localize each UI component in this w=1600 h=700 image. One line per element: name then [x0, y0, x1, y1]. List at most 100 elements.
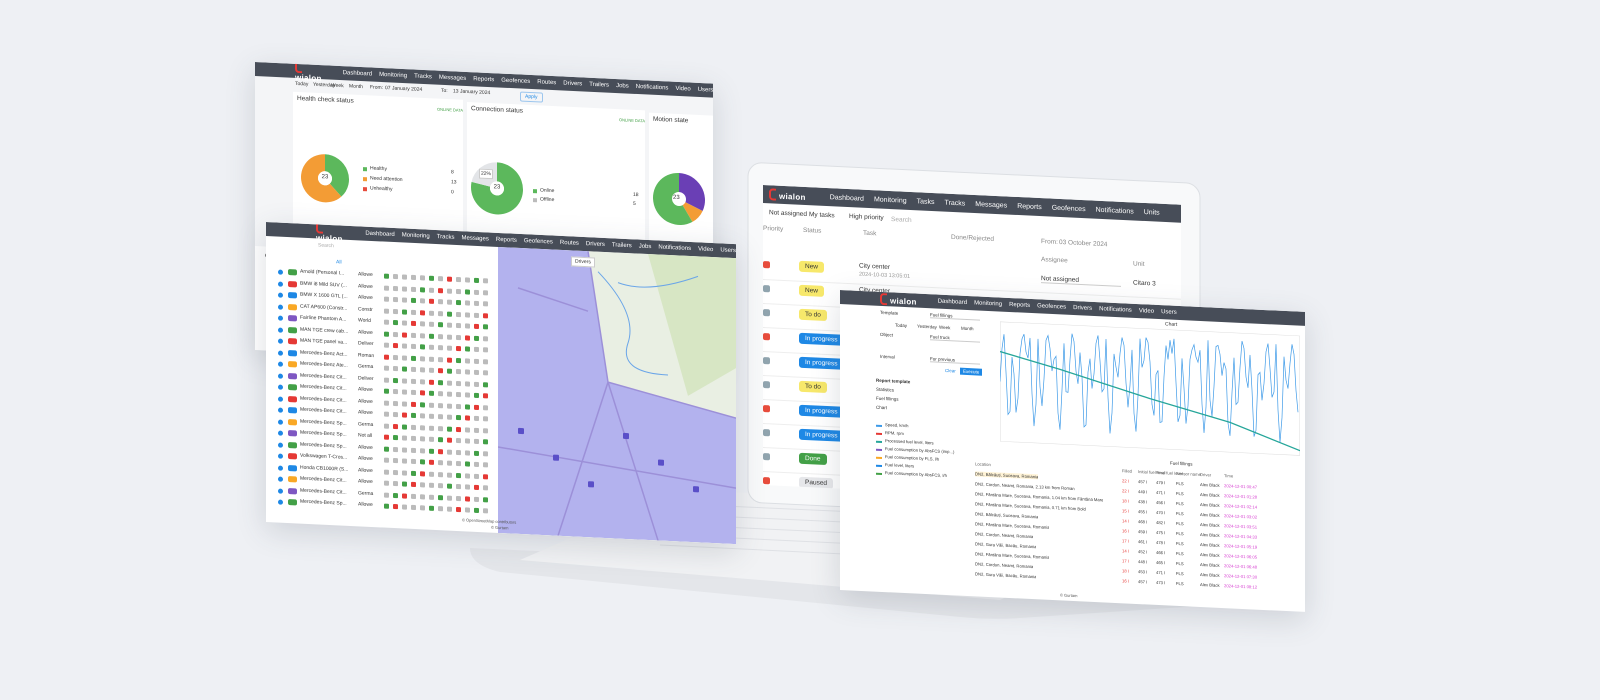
- status-icon: [474, 358, 479, 364]
- unit-name[interactable]: Mercedes-Benz Cit...: [300, 487, 347, 496]
- nav-item[interactable]: Reports: [1017, 202, 1042, 211]
- unit-name[interactable]: Mercedes-Benz Cit...: [300, 406, 347, 415]
- period[interactable]: Today: [295, 80, 309, 88]
- period[interactable]: Week: [939, 324, 951, 331]
- nav-item[interactable]: Monitoring: [401, 232, 430, 240]
- tree-item: Chart: [876, 404, 888, 411]
- unit-name[interactable]: Mercedes-Benz Act...: [300, 349, 348, 358]
- nav-item[interactable]: Dashboard: [829, 193, 864, 203]
- nav-item[interactable]: Tracks: [414, 73, 432, 81]
- unit-name[interactable]: MAN TGE crew cab...: [300, 326, 349, 335]
- period[interactable]: Month: [961, 325, 974, 332]
- copyright: © Gurtam: [1060, 592, 1078, 599]
- unit-check: [278, 453, 283, 459]
- nav-item[interactable]: Trailers: [611, 242, 632, 250]
- nav-item[interactable]: Notifications: [658, 244, 692, 253]
- status-icon: [384, 365, 389, 371]
- status-icon: [429, 390, 434, 396]
- period[interactable]: Week: [331, 82, 344, 90]
- unit-name[interactable]: BMW i8 Mild SUV (...: [300, 280, 347, 289]
- nav-item[interactable]: Users: [720, 247, 736, 255]
- status-icon: [465, 357, 470, 364]
- unit-name[interactable]: Volkswagen T-Cros...: [300, 452, 348, 461]
- nav-item[interactable]: Video: [1138, 308, 1155, 315]
- status-pill[interactable]: In progress: [799, 332, 844, 346]
- unit-name[interactable]: Mercedes-Benz Cit...: [300, 475, 347, 484]
- nav-item[interactable]: Drivers: [585, 241, 605, 248]
- legend-label: Fuel level, liters: [885, 462, 915, 469]
- status-pill[interactable]: In progress: [799, 356, 844, 370]
- nav-item[interactable]: Messages: [438, 74, 467, 82]
- column-header: Sensor name: [1176, 470, 1201, 478]
- nav-item[interactable]: Jobs: [638, 243, 652, 251]
- status-pill[interactable]: In progress: [799, 404, 844, 418]
- unit-name[interactable]: Mercedes-Benz Sp...: [300, 498, 347, 507]
- nav-item[interactable]: Monitoring: [873, 195, 907, 205]
- nav-item[interactable]: Dashboard: [365, 230, 395, 239]
- tab[interactable]: Not assigned: [769, 209, 807, 219]
- nav-item[interactable]: Messages: [975, 200, 1008, 210]
- unit-name[interactable]: Mercedes-Benz Sp...: [300, 429, 347, 438]
- status-pill[interactable]: New: [799, 260, 825, 273]
- unit-name[interactable]: Mercedes-Benz Sp...: [300, 441, 347, 450]
- status-icon: [465, 300, 470, 306]
- unit-name[interactable]: Fairline Phantom A...: [300, 314, 347, 323]
- nav-item[interactable]: Video: [698, 246, 714, 254]
- tab[interactable]: My tasks: [809, 211, 835, 220]
- status-pill[interactable]: To do: [799, 380, 827, 394]
- nav-item[interactable]: Drivers: [1073, 304, 1093, 312]
- nav-item[interactable]: Drivers: [563, 80, 583, 88]
- status-pill[interactable]: In progress: [799, 428, 844, 442]
- status-icon: [393, 296, 398, 303]
- clear[interactable]: Clear: [945, 367, 956, 374]
- nav-item[interactable]: Tracks: [944, 199, 966, 208]
- status-pill[interactable]: Done: [799, 452, 827, 465]
- nav-item[interactable]: Jobs: [616, 83, 629, 90]
- period[interactable]: Today: [895, 322, 908, 329]
- nav-item[interactable]: Reports: [495, 236, 517, 244]
- nav-item[interactable]: Reports: [473, 76, 495, 84]
- tab[interactable]: High priority: [849, 213, 884, 222]
- nav-item[interactable]: Geofences: [1037, 303, 1067, 311]
- unit-name[interactable]: Mercedes-Benz Cit...: [300, 383, 347, 392]
- unit-name[interactable]: Mercedes-Benz Sp...: [300, 418, 347, 427]
- status-pill[interactable]: New: [799, 284, 825, 297]
- nav-item[interactable]: Reports: [1009, 301, 1031, 309]
- unit-name[interactable]: Mercedes-Benz Cit...: [300, 395, 347, 404]
- nav-item[interactable]: Routes: [559, 239, 579, 247]
- nav-item[interactable]: Routes: [537, 79, 557, 87]
- unit-name[interactable]: CAT AP600 (Constr...: [300, 303, 348, 312]
- unit-name[interactable]: Mercedes-Benz Cit...: [300, 372, 347, 381]
- nav-item[interactable]: Dashboard: [342, 70, 373, 78]
- nav-item[interactable]: Tracks: [436, 234, 455, 241]
- period[interactable]: Month: [349, 83, 363, 91]
- nav-item[interactable]: Users: [697, 86, 713, 94]
- nav-item[interactable]: Messages: [461, 235, 489, 243]
- execute[interactable]: Execute: [960, 367, 983, 376]
- nav-item[interactable]: Notifications: [1095, 206, 1134, 215]
- nav-item[interactable]: Users: [1161, 309, 1177, 316]
- nav-item[interactable]: Notifications: [1099, 306, 1132, 314]
- nav-item[interactable]: Geofences: [523, 238, 553, 246]
- status-pill[interactable]: To do: [799, 308, 827, 322]
- nav-item[interactable]: Geofences: [501, 77, 531, 85]
- unit-name[interactable]: MAN TGE panel va...: [300, 337, 348, 346]
- status-icon: [402, 377, 407, 384]
- nav-item[interactable]: Video: [675, 85, 691, 93]
- unit-name[interactable]: Honda CB1000R (S...: [300, 464, 349, 473]
- nav-item[interactable]: Units: [1143, 208, 1160, 217]
- nav-item[interactable]: Tasks: [916, 197, 935, 206]
- status-icon: [438, 356, 443, 362]
- unit-name[interactable]: Arnold (Personal I...: [300, 268, 345, 277]
- nav-item[interactable]: Geofences: [1051, 204, 1086, 213]
- unit-name[interactable]: Mercedes-Benz Ate...: [300, 360, 348, 369]
- nav-item[interactable]: Monitoring: [379, 71, 408, 80]
- nav-item[interactable]: Monitoring: [974, 300, 1003, 308]
- unit-name[interactable]: BMW X 1600 GTL (...: [300, 291, 348, 300]
- status-icon: [456, 334, 461, 340]
- apply[interactable]: Apply: [520, 91, 543, 103]
- nav-item[interactable]: Dashboard: [937, 298, 968, 306]
- nav-item[interactable]: Trailers: [589, 81, 610, 89]
- nav-item[interactable]: Notifications: [635, 83, 669, 92]
- period[interactable]: Yesterday: [917, 323, 937, 330]
